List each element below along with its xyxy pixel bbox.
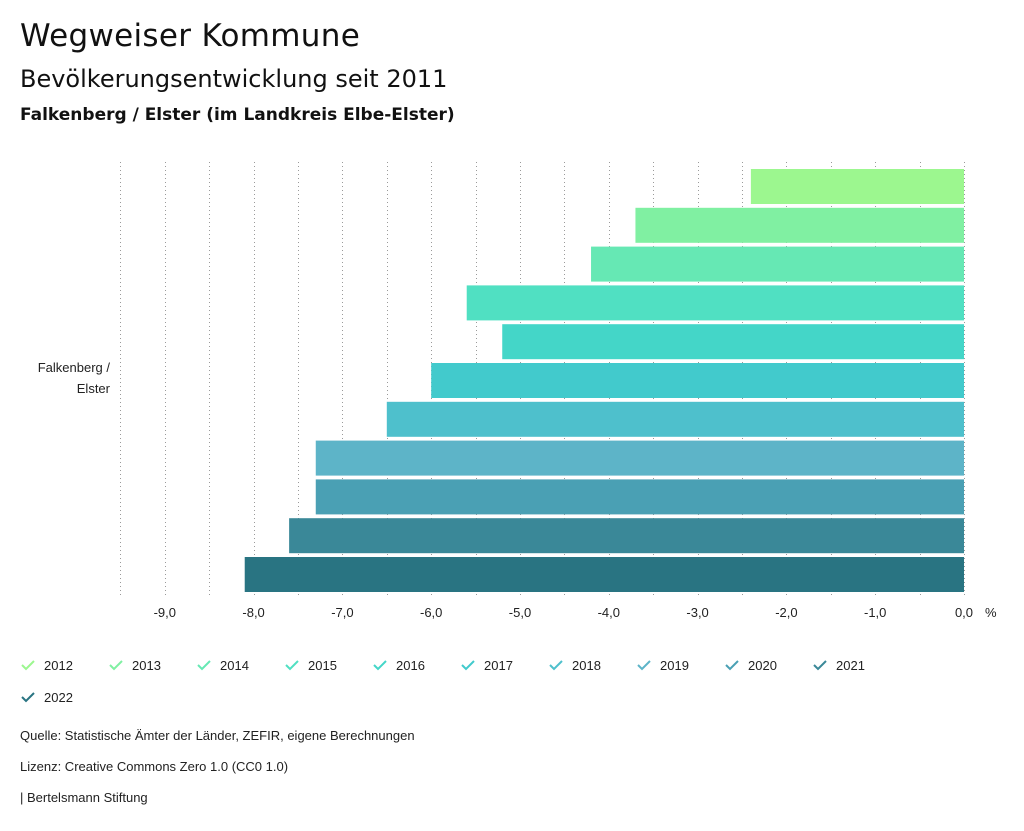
- bar-2014[interactable]: [591, 246, 964, 282]
- legend-item-2014[interactable]: 2014: [196, 655, 249, 675]
- check-icon: [637, 660, 651, 671]
- legend-item-2022[interactable]: 2022: [20, 687, 73, 707]
- x-tick-label: 0,0: [955, 605, 973, 620]
- check-icon: [813, 660, 827, 671]
- check-icon: [21, 692, 35, 703]
- legend-label: 2016: [396, 657, 425, 673]
- legend-item-2020[interactable]: 2020: [724, 655, 777, 675]
- bar-2012[interactable]: [750, 169, 964, 204]
- check-icon: [549, 660, 563, 671]
- x-axis-unit: %: [985, 605, 997, 620]
- legend-item-2018[interactable]: 2018: [548, 655, 601, 675]
- check-icon: [461, 660, 475, 671]
- legend-label: 2021: [836, 657, 865, 673]
- category-label-line-2: Elster: [76, 381, 110, 396]
- legend-label: 2018: [572, 657, 601, 673]
- legend-label: 2019: [660, 657, 689, 673]
- license-note: Lizenz: Creative Commons Zero 1.0 (CC0 1…: [20, 759, 289, 774]
- x-tick-label: -1,0: [864, 605, 886, 620]
- check-icon: [21, 660, 35, 671]
- publisher-note: | Bertelsmann Stiftung: [20, 790, 148, 805]
- category-label: Falkenberg / Elster: [20, 357, 110, 399]
- bar-2017[interactable]: [431, 363, 964, 398]
- legend-item-2013[interactable]: 2013: [108, 655, 161, 675]
- check-icon: [285, 660, 299, 671]
- region-label: Falkenberg / Elster (im Landkreis Elbe-E…: [20, 105, 455, 125]
- x-tick-label: -7,0: [331, 605, 353, 620]
- legend-label: 2017: [484, 657, 513, 673]
- bar-2016[interactable]: [502, 324, 964, 360]
- check-icon: [725, 660, 739, 671]
- bar-2020[interactable]: [315, 479, 964, 515]
- x-tick-label: -3,0: [686, 605, 708, 620]
- legend-label: 2022: [44, 689, 73, 705]
- legend-label: 2013: [132, 657, 161, 673]
- x-tick-label: -9,0: [154, 605, 176, 620]
- legend-item-2015[interactable]: 2015: [284, 655, 337, 675]
- bar-2013[interactable]: [635, 207, 964, 243]
- bar-2021[interactable]: [289, 518, 964, 554]
- x-tick-label: -4,0: [598, 605, 620, 620]
- x-tick-label: -2,0: [775, 605, 797, 620]
- legend-label: 2015: [308, 657, 337, 673]
- bars: [244, 169, 965, 592]
- category-label-line-1: Falkenberg /: [37, 360, 110, 375]
- bar-2019[interactable]: [315, 440, 964, 476]
- legend-label: 2014: [220, 657, 249, 673]
- check-icon: [373, 660, 387, 671]
- legend-item-2019[interactable]: 2019: [636, 655, 689, 675]
- legend-item-2012[interactable]: 2012: [20, 655, 73, 675]
- bar-2015[interactable]: [466, 285, 964, 321]
- check-icon: [109, 660, 123, 671]
- x-tick-label: -8,0: [242, 605, 264, 620]
- legend-item-2021[interactable]: 2021: [812, 655, 865, 675]
- x-tick-label: -5,0: [509, 605, 531, 620]
- chart-title: Wegweiser Kommune: [20, 18, 361, 54]
- bar-chart: -9,0 -8,0 -7,0 -6,0 -5,0 -4,0 -3,0 -2,0 -1,0 0,0%: [120, 162, 997, 620]
- legend-label: 2012: [44, 657, 73, 673]
- bar-2018[interactable]: [386, 401, 964, 437]
- x-tick-label: -6,0: [420, 605, 442, 620]
- legend-label: 2020: [748, 657, 777, 673]
- legend-item-2016[interactable]: 2016: [372, 655, 425, 675]
- source-note: Quelle: Statistische Ämter der Länder, Z…: [20, 728, 415, 743]
- legend-item-2017[interactable]: 2017: [460, 655, 513, 675]
- check-icon: [197, 660, 211, 671]
- bar-2022[interactable]: [244, 557, 965, 592]
- x-axis-ticks: -9,0 -8,0 -7,0 -6,0 -5,0 -4,0 -3,0 -2,0 -1,0 0,0%: [154, 605, 997, 620]
- chart-subtitle: Bevölkerungsentwicklung seit 2011: [20, 65, 448, 93]
